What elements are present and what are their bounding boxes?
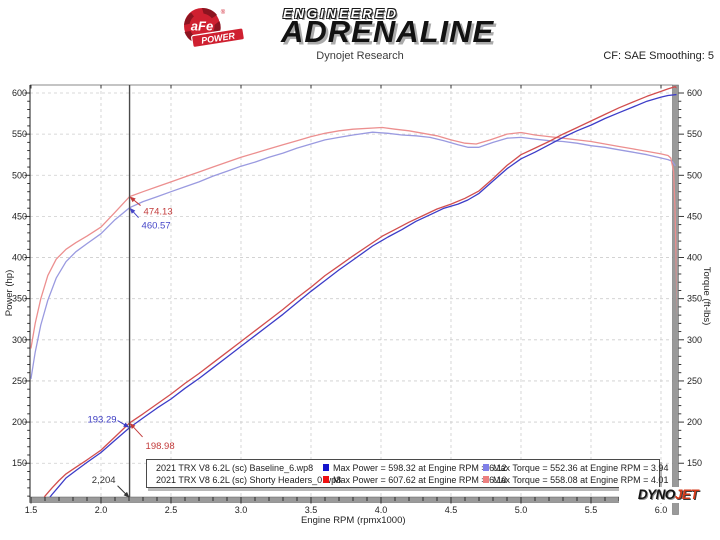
x-axis-title: Engine RPM (rpmx1000) [301, 515, 406, 526]
y-tick-label-left: 450 [12, 211, 27, 221]
y-tick-label-right: 150 [687, 458, 702, 468]
series-power-shorty [43, 86, 677, 497]
x-tick-label: 3.5 [305, 505, 318, 515]
y-tick-label-right: 450 [687, 211, 702, 221]
y-tick-label-left: 250 [12, 376, 27, 386]
afe-reg-mark: ® [221, 9, 226, 16]
adrenaline-wordmark: ADRENALINE [281, 14, 495, 49]
series-power-baseline [49, 93, 677, 497]
legend-max-torque: Max Torque = 552.36 at Engine RPM = 3.94 [493, 463, 669, 473]
x-tick-label: 3.0 [235, 505, 248, 515]
y-tick-label-right: 600 [687, 88, 702, 98]
x-tick-label: 2.5 [165, 505, 178, 515]
afe-power-banner: POWER [191, 27, 245, 48]
callout-text: 460.57 [142, 221, 171, 232]
x-tick-label: 4.0 [375, 505, 388, 515]
right-axis-bar [672, 84, 679, 515]
series-torque-baseline [30, 131, 676, 380]
callout-text: 474.13 [144, 207, 173, 218]
power-color-swatch [323, 464, 329, 471]
afe-power-logo: aFe ® POWER [184, 7, 245, 48]
y-tick-label-left: 500 [12, 170, 27, 180]
x-tick-label: 6.0 [655, 505, 668, 515]
y-tick-label-left: 400 [12, 253, 27, 263]
axis-ticks [24, 85, 684, 504]
tick-labels: 150 150 200 200 250 250 300 300 350 350 400 400 450 4… [12, 88, 702, 515]
dynojet-logo-jet: JET [674, 487, 699, 502]
series-torque-shorty [30, 126, 677, 349]
callout-19898: 198.98 [129, 422, 175, 452]
legend-max-torque: Max Torque = 558.08 at Engine RPM = 4.01 [493, 475, 669, 485]
legend-max-power: Max Power = 607.62 at Engine RPM = 6.10 [333, 475, 507, 485]
engineered-wordmark: ENGINEERED [283, 6, 399, 21]
y-tick-label-right: 250 [687, 376, 702, 386]
x-tick-label: 5.0 [515, 505, 528, 515]
torque-color-swatch [483, 464, 489, 471]
left-axis-title: Power (hp) [4, 270, 15, 316]
legend-box: 2021 TRX V8 6.2L (sc) Baseline_6.wp8 Max… [146, 459, 668, 488]
x-tick-label: 4.5 [445, 505, 458, 515]
y-tick-label-right: 500 [687, 170, 702, 180]
right-axis-title: Torque (ft-lbs) [701, 267, 712, 326]
x-axis-bar [29, 496, 680, 503]
dynojet-logo: DYNOJET [619, 487, 717, 503]
y-tick-label-right: 200 [687, 417, 702, 427]
callout-text: 198.98 [146, 441, 175, 452]
dynojet-research-title: Dynojet Research [316, 50, 404, 62]
x-tick-label: 5.5 [585, 505, 598, 515]
y-tick-label-right: 400 [687, 253, 702, 263]
gridlines [30, 85, 677, 497]
y-tick-label-left: 350 [12, 294, 27, 304]
callout-19329: 193.29 [87, 415, 130, 428]
torque-color-swatch [483, 476, 489, 483]
y-tick-label-left: 550 [12, 129, 27, 139]
x-tick-label: 2.0 [95, 505, 108, 515]
legend-row-baseline: 2021 TRX V8 6.2L (sc) Baseline_6.wp8 Max… [147, 462, 668, 474]
callout-46057: 460.57 [129, 207, 171, 232]
callout-text: 193.29 [87, 415, 116, 426]
callout-2204: 2,204 [92, 475, 130, 498]
callout-text: 2,204 [92, 475, 116, 486]
y-tick-label-right: 350 [687, 294, 702, 304]
y-tick-label-left: 200 [12, 417, 27, 427]
y-tick-label-left: 150 [12, 458, 27, 468]
legend-row-shorty-headers: 2021 TRX V8 6.2L (sc) Shorty Headers_0.w… [147, 474, 668, 486]
y-tick-label-right: 300 [687, 335, 702, 345]
callout-47413: 474.13 [129, 196, 173, 218]
legend-run-name: 2021 TRX V8 6.2L (sc) Shorty Headers_0.w… [156, 475, 342, 485]
power-color-swatch [323, 476, 329, 483]
x-tick-label: 1.5 [25, 505, 38, 515]
smoothing-setting-label: CF: SAE Smoothing: 5 [603, 50, 714, 62]
y-tick-label-right: 550 [687, 129, 702, 139]
afe-circle-text: aFe [191, 19, 213, 34]
legend-max-power: Max Power = 598.32 at Engine RPM = 6.12 [333, 463, 507, 473]
y-tick-label-left: 300 [12, 335, 27, 345]
dynojet-logo-dyno: DYNO [637, 487, 676, 502]
y-tick-label-left: 600 [12, 88, 27, 98]
legend-run-name: 2021 TRX V8 6.2L (sc) Baseline_6.wp8 [156, 463, 314, 473]
